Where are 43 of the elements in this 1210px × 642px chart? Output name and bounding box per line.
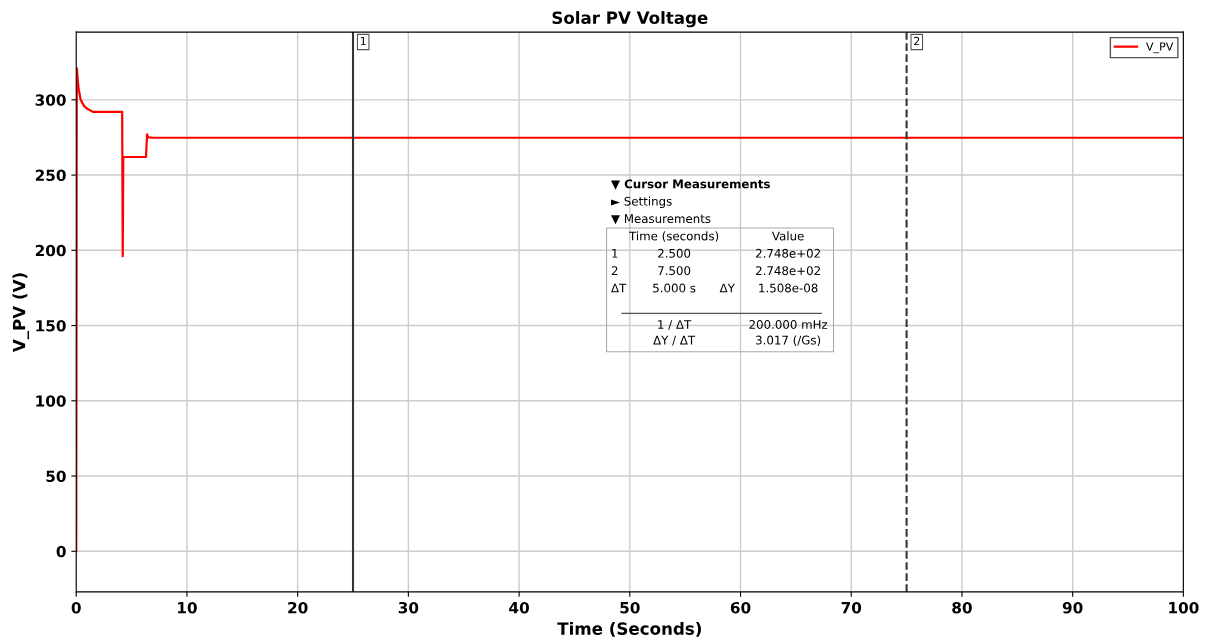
annotation: Time (seconds)	[629, 231, 719, 242]
x-tick-label: 30	[398, 601, 419, 614]
annotation: ▼ Cursor Measurements	[611, 179, 770, 190]
legend-label: V_PV	[1146, 42, 1174, 54]
annotation: 5.000 s	[653, 283, 696, 293]
chart-title: Solar PV Voltage	[552, 11, 708, 28]
annotation: Value	[772, 231, 804, 241]
annotation: 7.500	[658, 266, 691, 276]
annotation: ΔT	[611, 283, 627, 293]
annotation: 2.748e+02	[756, 248, 820, 258]
y-axis-title: V_PV (V)	[12, 273, 30, 353]
y-tick-label: 200	[35, 244, 66, 257]
y-tick-label: 50	[46, 470, 66, 483]
x-tick-label: 60	[730, 601, 751, 614]
annotation: 2.500	[658, 248, 691, 258]
annotation: 1	[360, 36, 366, 46]
y-tick-label: 300	[35, 94, 66, 106]
x-tick-label: 80	[952, 601, 972, 614]
annotation: 1 / ΔT	[658, 320, 692, 330]
annotation: ▼ Measurements	[611, 214, 711, 225]
annotation: ΔY / ΔT	[653, 335, 696, 346]
annotation: ΔY	[719, 283, 735, 293]
x-tick-label: 40	[509, 601, 529, 614]
annotation: 2	[611, 266, 618, 275]
x-tick-label: 90	[1062, 601, 1083, 614]
annotation: ► Settings	[611, 196, 672, 208]
y-tick-label: 150	[36, 320, 66, 332]
y-tick-label: 250	[35, 169, 66, 182]
annotation: 2	[914, 36, 920, 46]
annotation: 200.000 mHz	[749, 320, 828, 329]
y-tick-label: 100	[36, 395, 66, 407]
x-tick-label: 20	[288, 601, 308, 614]
annotation: 1	[612, 249, 618, 258]
annotation: 3.017 (/Gs)	[756, 335, 821, 346]
x-axis-title: Time (Seconds)	[557, 621, 701, 637]
x-tick-label: 70	[841, 601, 862, 614]
annotation: 2.748e+02	[756, 266, 820, 276]
x-tick-label: 100	[1169, 601, 1199, 614]
annotation: 1.508e-08	[759, 283, 818, 293]
x-tick-label: 0	[71, 601, 81, 614]
x-tick-label: 50	[620, 601, 640, 614]
y-tick-label: 0	[56, 545, 66, 558]
x-tick-label: 10	[178, 601, 197, 614]
